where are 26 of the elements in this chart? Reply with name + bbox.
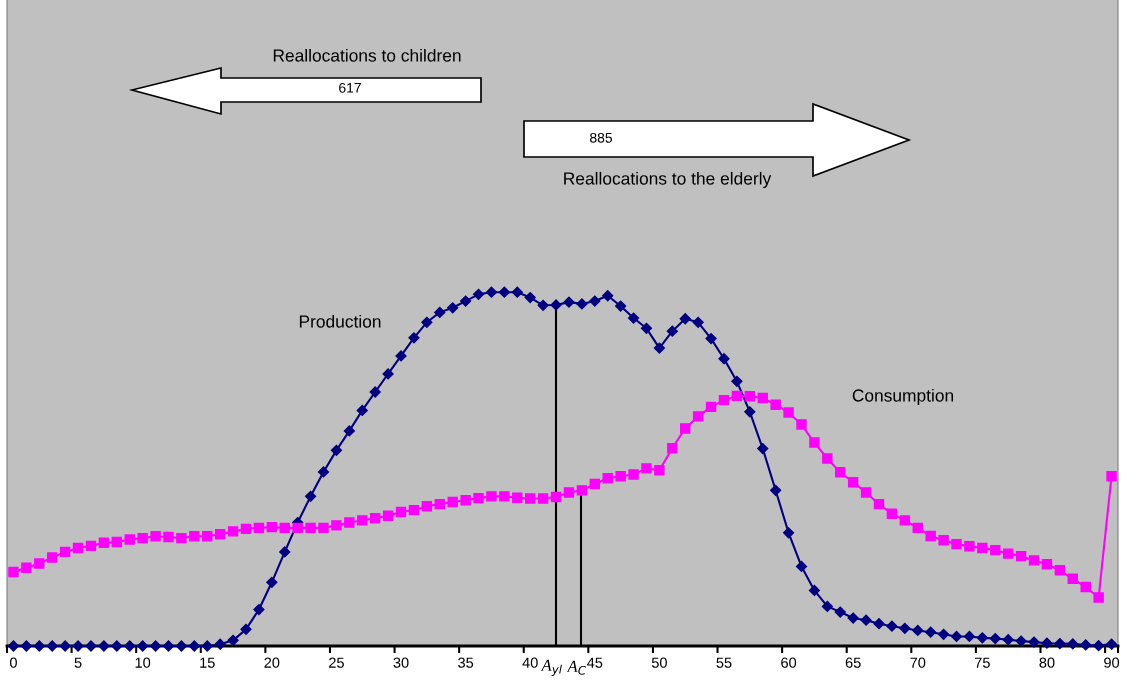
x-tick-label: 35	[458, 657, 474, 668]
text: Reallocations to the elderly	[564, 171, 772, 189]
text: 617	[339, 82, 361, 93]
x-tick-label: 40	[522, 657, 538, 668]
x-tick-label: 15	[200, 657, 215, 668]
x-tick-label: 60	[781, 657, 797, 668]
text: A$_{yl}$	[540, 659, 562, 676]
x-tick-label: 70	[910, 657, 926, 668]
x-tick-label: 20	[264, 657, 280, 668]
x-tick-label: 25	[329, 657, 344, 668]
x-tick-label: 30	[393, 657, 409, 668]
x-tick-label: 65	[845, 657, 861, 668]
x-tick-label: 80	[1039, 657, 1055, 668]
x-tick-label: 10	[135, 657, 151, 668]
x-tick-label: 50	[651, 657, 667, 668]
x-tick-label: 75	[974, 657, 990, 668]
x-tick-label: 45	[587, 657, 603, 668]
x-tick-label: 5	[74, 657, 82, 668]
text: A$_{C}$	[566, 660, 586, 675]
series-label: Production	[299, 314, 381, 328]
text: Reallocations to children	[273, 48, 461, 62]
x-tick-label: 90	[1104, 657, 1120, 668]
text: 885	[590, 132, 613, 143]
x-tick-label: 55	[716, 657, 732, 668]
text: Consumption	[852, 388, 954, 406]
x-tick-label: 0	[9, 657, 17, 668]
